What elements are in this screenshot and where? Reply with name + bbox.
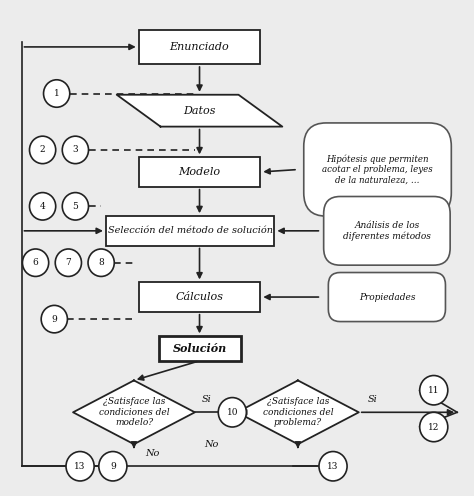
Text: 5: 5	[73, 202, 78, 211]
Circle shape	[99, 451, 127, 481]
Polygon shape	[237, 380, 359, 444]
Bar	[158, 336, 240, 361]
FancyBboxPatch shape	[328, 272, 446, 321]
Text: 12: 12	[428, 423, 439, 432]
Text: ¿Satisface las
condiciones del
modelo?: ¿Satisface las condiciones del modelo?	[99, 397, 169, 427]
Text: 4: 4	[40, 202, 46, 211]
Text: 3: 3	[73, 145, 78, 154]
Text: 10: 10	[227, 408, 238, 417]
Text: 8: 8	[98, 258, 104, 267]
Text: Solución: Solución	[173, 343, 227, 354]
Text: 1: 1	[54, 89, 60, 98]
Bar	[138, 30, 260, 64]
Bar	[106, 216, 274, 246]
Circle shape	[44, 80, 70, 107]
Circle shape	[62, 136, 89, 164]
Text: Si: Si	[368, 395, 378, 405]
Polygon shape	[73, 380, 195, 444]
Text: No: No	[204, 439, 219, 448]
Text: No: No	[146, 449, 160, 458]
Text: 13: 13	[74, 462, 86, 471]
Text: Cálculos: Cálculos	[175, 292, 224, 302]
Text: 13: 13	[328, 462, 339, 471]
Circle shape	[62, 192, 89, 220]
Circle shape	[88, 249, 114, 276]
FancyBboxPatch shape	[324, 196, 450, 265]
Text: Enunciado: Enunciado	[170, 42, 229, 52]
Text: Si: Si	[201, 395, 211, 405]
Text: Selección del método de solución: Selección del método de solución	[108, 226, 273, 235]
Bar	[138, 157, 260, 186]
Text: 9: 9	[110, 462, 116, 471]
Text: Modelo: Modelo	[179, 167, 220, 177]
Circle shape	[29, 192, 56, 220]
Bar	[138, 282, 260, 312]
Circle shape	[41, 306, 67, 333]
Text: Datos: Datos	[183, 106, 216, 116]
Circle shape	[218, 398, 246, 427]
Circle shape	[29, 136, 56, 164]
Circle shape	[419, 412, 448, 442]
Circle shape	[22, 249, 49, 276]
Text: 11: 11	[428, 386, 439, 395]
Text: Análisis de los
diferentes métodos: Análisis de los diferentes métodos	[343, 221, 431, 241]
Text: Propiedades: Propiedades	[359, 293, 415, 302]
Circle shape	[55, 249, 82, 276]
Circle shape	[419, 375, 448, 405]
Text: Hipótesis que permiten
acotar el problema, leyes
de la naturaleza, …: Hipótesis que permiten acotar el problem…	[322, 154, 433, 185]
Text: 9: 9	[52, 314, 57, 323]
Text: ¿Satisface las
condiciones del
problema?: ¿Satisface las condiciones del problema?	[263, 397, 333, 427]
FancyBboxPatch shape	[304, 123, 451, 216]
Circle shape	[66, 451, 94, 481]
Text: 2: 2	[40, 145, 46, 154]
Text: 7: 7	[65, 258, 71, 267]
Text: 6: 6	[33, 258, 38, 267]
Polygon shape	[117, 95, 283, 126]
Circle shape	[319, 451, 347, 481]
